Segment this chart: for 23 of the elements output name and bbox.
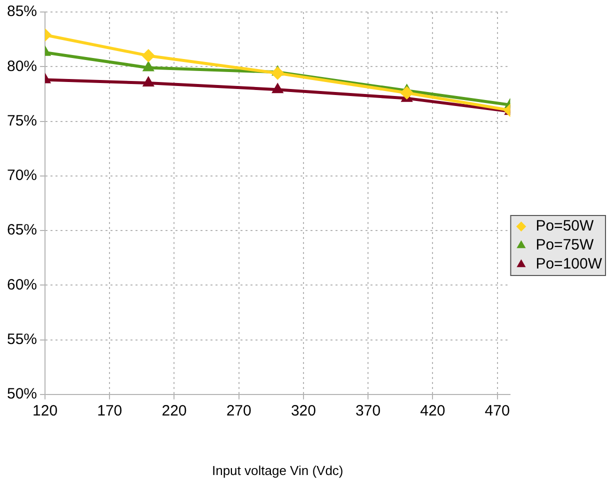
y-tick-label: 55%: [6, 330, 38, 348]
point: [272, 83, 284, 94]
x-tick-label: 170: [97, 402, 122, 420]
y-tick-label: 50%: [6, 386, 38, 403]
y-tick-label: 85%: [6, 3, 38, 20]
x-tick-label: 120: [32, 402, 58, 420]
y-tick-label: 75%: [6, 112, 38, 130]
y-tick-label: 65%: [6, 222, 38, 239]
legend-label: Po=50W: [536, 218, 594, 235]
legend-label: Po=100W: [536, 256, 603, 273]
point: [400, 86, 414, 100]
x-tick-label: 420: [420, 402, 446, 420]
x-tick-label: 270: [226, 402, 252, 420]
x-tick-label: 470: [484, 402, 510, 420]
legend-label: Po=75W: [536, 236, 594, 254]
x-tick-label: 320: [290, 402, 316, 420]
x-axis-title: Input voltage Vin (Vdc): [212, 462, 344, 478]
y-tick-label: 60%: [6, 276, 38, 294]
y-tick-label: 80%: [6, 58, 38, 75]
x-tick-label: 370: [356, 402, 381, 420]
x-tick-label: 220: [162, 402, 187, 420]
y-tick-label: 70%: [6, 167, 38, 184]
point: [271, 66, 284, 80]
